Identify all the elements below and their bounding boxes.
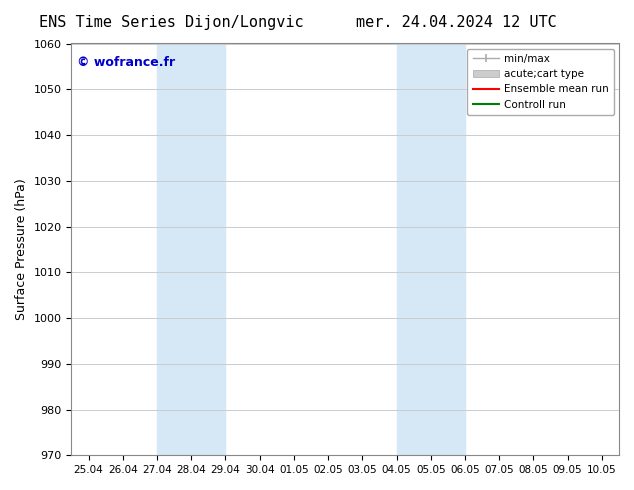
Text: ENS Time Series Dijon/Longvic: ENS Time Series Dijon/Longvic	[39, 15, 304, 30]
Y-axis label: Surface Pressure (hPa): Surface Pressure (hPa)	[15, 178, 28, 320]
Bar	[396, 44, 465, 455]
Bar	[157, 44, 226, 455]
Text: © wofrance.fr: © wofrance.fr	[77, 56, 175, 69]
Text: mer. 24.04.2024 12 UTC: mer. 24.04.2024 12 UTC	[356, 15, 557, 30]
Legend: min/max, acute;cart type, Ensemble mean run, Controll run: min/max, acute;cart type, Ensemble mean …	[467, 49, 614, 115]
